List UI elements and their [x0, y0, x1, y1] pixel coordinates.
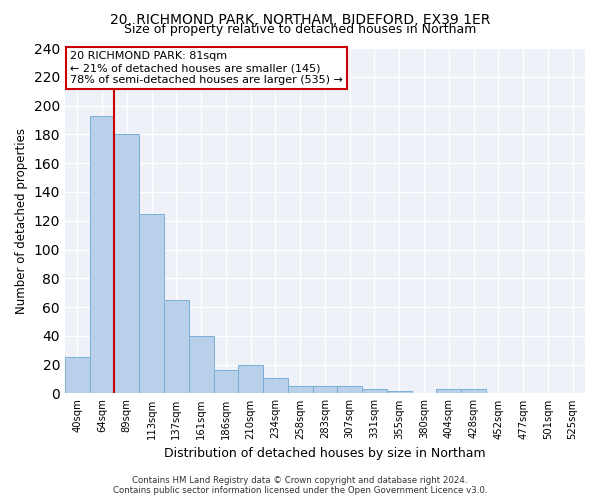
Bar: [189, 336, 214, 394]
Bar: [288, 386, 313, 394]
Bar: [461, 389, 486, 394]
Bar: [89, 116, 115, 394]
Y-axis label: Number of detached properties: Number of detached properties: [15, 128, 28, 314]
Bar: [139, 214, 164, 394]
Bar: [337, 386, 362, 394]
Bar: [313, 386, 337, 394]
Bar: [238, 364, 263, 394]
Text: 20, RICHMOND PARK, NORTHAM, BIDEFORD, EX39 1ER: 20, RICHMOND PARK, NORTHAM, BIDEFORD, EX…: [110, 12, 490, 26]
Bar: [65, 358, 89, 394]
Bar: [115, 134, 139, 394]
Bar: [214, 370, 238, 394]
Bar: [362, 389, 387, 394]
Text: 20 RICHMOND PARK: 81sqm
← 21% of detached houses are smaller (145)
78% of semi-d: 20 RICHMOND PARK: 81sqm ← 21% of detache…: [70, 52, 343, 84]
Text: Contains HM Land Registry data © Crown copyright and database right 2024.
Contai: Contains HM Land Registry data © Crown c…: [113, 476, 487, 495]
Bar: [164, 300, 189, 394]
Bar: [387, 390, 412, 394]
Text: Size of property relative to detached houses in Northam: Size of property relative to detached ho…: [124, 22, 476, 36]
Bar: [436, 389, 461, 394]
X-axis label: Distribution of detached houses by size in Northam: Distribution of detached houses by size …: [164, 447, 486, 460]
Bar: [263, 378, 288, 394]
